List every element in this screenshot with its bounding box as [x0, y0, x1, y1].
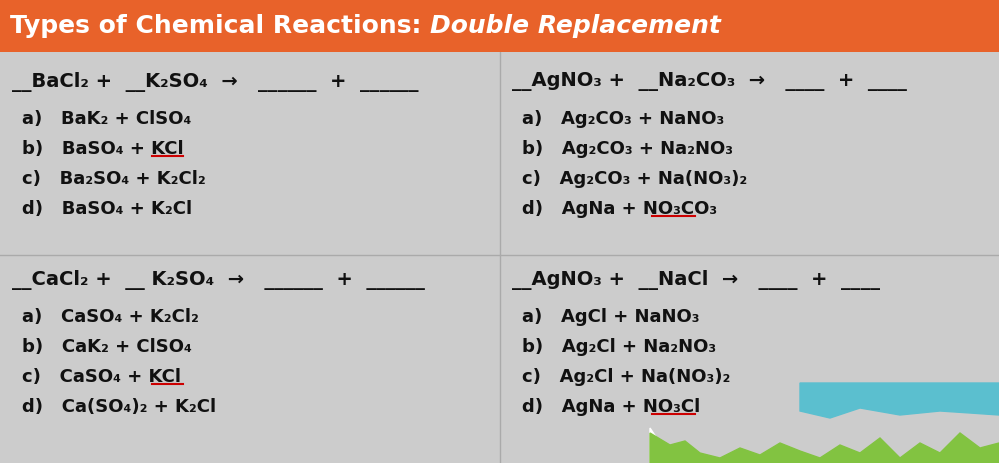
Text: b)   Ag₂Cl + Na₂NO₃: b) Ag₂Cl + Na₂NO₃: [522, 338, 716, 356]
Text: b)   CaK₂ + ClSO₄: b) CaK₂ + ClSO₄: [22, 338, 192, 356]
Text: d)   AgNa + NO₃Cl: d) AgNa + NO₃Cl: [522, 398, 700, 416]
Text: a)   AgCl + NaNO₃: a) AgCl + NaNO₃: [522, 308, 699, 326]
Text: d)   BaSO₄ + K₂Cl: d) BaSO₄ + K₂Cl: [22, 200, 192, 218]
Polygon shape: [650, 433, 999, 463]
Text: b)   BaSO₄ + KCl: b) BaSO₄ + KCl: [22, 140, 184, 158]
Text: __CaCl₂ +  __ K₂SO₄  →   ______  +  ______: __CaCl₂ + __ K₂SO₄ → ______ + ______: [12, 270, 425, 290]
Text: c)   CaSO₄ + KCl: c) CaSO₄ + KCl: [22, 368, 181, 386]
Polygon shape: [800, 383, 999, 418]
Text: __AgNO₃ +  __Na₂CO₃  →   ____  +  ____: __AgNO₃ + __Na₂CO₃ → ____ + ____: [512, 72, 907, 91]
Text: d)   Ca(SO₄)₂ + K₂Cl: d) Ca(SO₄)₂ + K₂Cl: [22, 398, 216, 416]
Text: a)   Ag₂CO₃ + NaNO₃: a) Ag₂CO₃ + NaNO₃: [522, 110, 724, 128]
Text: b)   Ag₂CO₃ + Na₂NO₃: b) Ag₂CO₃ + Na₂NO₃: [522, 140, 733, 158]
Polygon shape: [650, 428, 999, 463]
Text: Double Replacement: Double Replacement: [430, 14, 721, 38]
Bar: [0, 0, 999, 52]
Text: __BaCl₂ +  __K₂SO₄  →   ______  +  ______: __BaCl₂ + __K₂SO₄ → ______ + ______: [12, 72, 419, 92]
Text: c)   Ag₂CO₃ + Na(NO₃)₂: c) Ag₂CO₃ + Na(NO₃)₂: [522, 170, 747, 188]
Text: d)   AgNa + NO₃CO₃: d) AgNa + NO₃CO₃: [522, 200, 717, 218]
Text: Types of Chemical Reactions:: Types of Chemical Reactions:: [10, 14, 439, 38]
Text: c)   Ba₂SO₄ + K₂Cl₂: c) Ba₂SO₄ + K₂Cl₂: [22, 170, 206, 188]
Polygon shape: [720, 383, 800, 411]
Text: __AgNO₃ +  __NaCl  →   ____  +  ____: __AgNO₃ + __NaCl → ____ + ____: [512, 270, 880, 290]
Text: c)   Ag₂Cl + Na(NO₃)₂: c) Ag₂Cl + Na(NO₃)₂: [522, 368, 730, 386]
Text: a)   CaSO₄ + K₂Cl₂: a) CaSO₄ + K₂Cl₂: [22, 308, 199, 326]
Text: a)   BaK₂ + ClSO₄: a) BaK₂ + ClSO₄: [22, 110, 192, 128]
